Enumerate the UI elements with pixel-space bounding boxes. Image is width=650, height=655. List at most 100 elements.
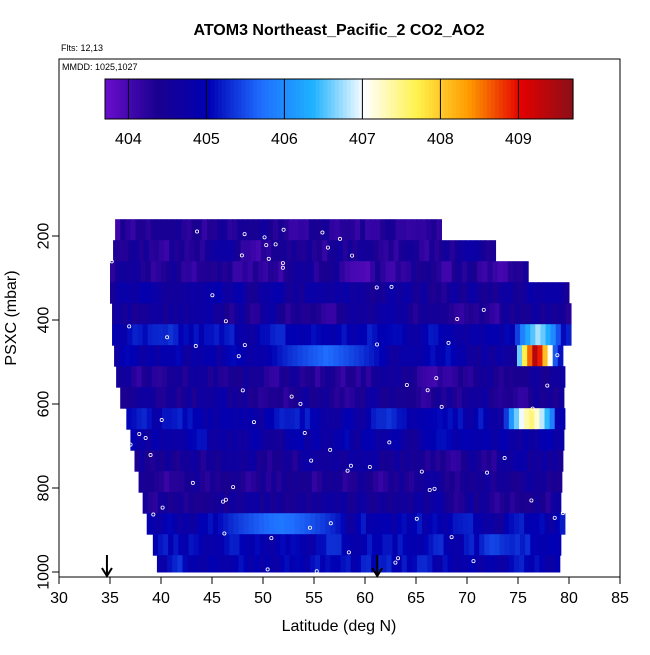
heatmap-cell: [356, 303, 363, 325]
heatmap-cell: [406, 366, 413, 388]
heatmap-cell: [544, 555, 551, 573]
heatmap-cell: [491, 345, 498, 367]
heatmap-cell: [468, 408, 474, 430]
heatmap-cell: [462, 366, 469, 388]
heatmap-cell: [212, 261, 218, 283]
heatmap-cell: [368, 240, 374, 262]
heatmap-cell: [457, 513, 464, 535]
heatmap-cell: [524, 366, 530, 388]
colorbar-swatch: [495, 79, 500, 119]
heatmap-cell: [177, 408, 183, 430]
heatmap-cell: [451, 387, 458, 409]
heatmap-cell: [446, 387, 453, 409]
heatmap-cell: [257, 429, 264, 451]
heatmap-cell: [448, 534, 455, 556]
heatmap-cell: [135, 261, 142, 283]
heatmap-cell: [457, 366, 464, 388]
heatmap-cell: [411, 555, 418, 573]
heatmap-cell: [256, 345, 263, 367]
heatmap-cell: [417, 513, 423, 535]
heatmap-cell: [140, 219, 147, 241]
heatmap-cell: [484, 534, 490, 556]
heatmap-cell: [443, 492, 450, 514]
heatmap-cell: [467, 387, 473, 409]
heatmap-cell: [348, 345, 355, 367]
heatmap-cell: [548, 429, 555, 451]
heatmap-cell: [397, 303, 404, 325]
heatmap-cell: [237, 261, 244, 283]
heatmap-cell: [416, 219, 422, 241]
heatmap-cell: [525, 303, 531, 325]
heatmap-cell: [422, 555, 428, 573]
heatmap-cell: [183, 534, 190, 556]
heatmap-cell: [156, 408, 163, 430]
heatmap-cell: [132, 303, 139, 325]
heatmap-cell: [217, 387, 223, 409]
heatmap-cell: [157, 534, 164, 556]
heatmap-cell: [452, 555, 459, 573]
heatmap-cell: [525, 324, 531, 346]
heatmap-cell: [303, 387, 310, 409]
heatmap-cell: [341, 324, 348, 346]
heatmap-cell: [206, 261, 213, 283]
heatmap-cell: [408, 471, 415, 493]
heatmap-cell: [478, 513, 484, 535]
heatmap-cell: [324, 282, 330, 304]
heatmap-cell: [283, 429, 289, 451]
heatmap-cell: [355, 555, 362, 573]
heatmap-cell: [325, 366, 331, 388]
colorbar-swatch: [342, 79, 348, 119]
heatmap-cell: [392, 534, 399, 556]
colorbar-swatch: [183, 79, 188, 119]
sample-marker: [393, 560, 398, 565]
heatmap-cell: [320, 408, 326, 430]
arrow-head: [101, 567, 113, 578]
heatmap-cell: [542, 345, 549, 367]
heatmap-cell: [412, 534, 419, 556]
heatmap-cell: [314, 282, 320, 304]
heatmap-cell: [157, 492, 164, 514]
heatmap-cell: [315, 366, 321, 388]
heatmap-cell: [294, 513, 301, 535]
heatmap-cell: [401, 408, 408, 430]
heatmap-cell: [506, 345, 513, 367]
heatmap-cell: [177, 513, 183, 535]
heatmap-cell: [366, 408, 372, 430]
heatmap-cell: [131, 366, 138, 388]
heatmap-cell: [380, 219, 386, 241]
heatmap-cell: [294, 408, 301, 430]
heatmap-cell: [504, 492, 511, 514]
heatmap-cell: [278, 387, 284, 409]
colorbar-tick-label: 405: [193, 131, 220, 148]
heatmap-cell: [151, 408, 158, 430]
heatmap-cell: [155, 261, 162, 283]
heatmap-cell: [425, 450, 431, 472]
heatmap-cell: [285, 534, 292, 556]
sample-marker: [240, 388, 245, 393]
colorbar-swatch: [385, 79, 391, 119]
heatmap-cell: [494, 492, 501, 514]
heatmap-cell: [503, 555, 510, 573]
heatmap-cell: [298, 219, 305, 241]
heatmap-cell: [199, 471, 206, 493]
sample-marker: [222, 531, 227, 536]
heatmap-cell: [197, 555, 204, 573]
heatmap-cell: [373, 471, 379, 493]
heatmap-cell: [359, 282, 366, 304]
heatmap-cell: [257, 261, 264, 283]
sample-marker: [350, 253, 355, 258]
heatmap-cell: [284, 555, 291, 573]
heatmap-cell: [237, 429, 244, 451]
heatmap-cell: [272, 450, 278, 472]
heatmap-cell: [447, 555, 454, 573]
heatmap-cell: [252, 261, 259, 283]
heatmap-cell: [222, 282, 228, 304]
heatmap-cell: [247, 219, 254, 241]
heatmap-cell: [428, 492, 434, 514]
colorbar-swatch: [370, 79, 375, 119]
colorbar-swatch: [506, 79, 512, 119]
heatmap-cell: [279, 555, 285, 573]
heatmap-cell: [289, 555, 296, 573]
heatmap-cell: [534, 513, 540, 535]
heatmap-cell: [149, 450, 156, 472]
